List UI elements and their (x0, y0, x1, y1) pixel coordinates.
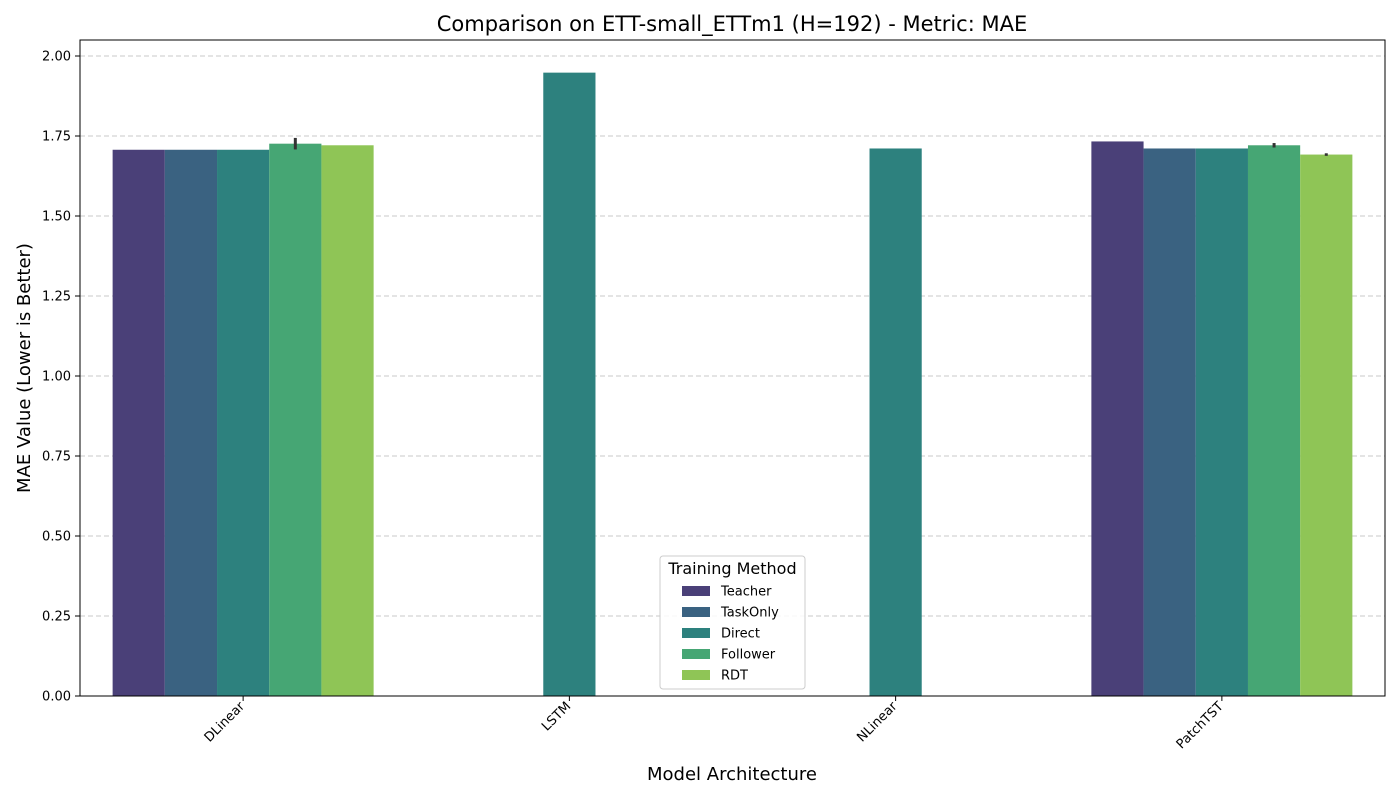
bar-direct-lstm (543, 72, 596, 696)
bar-teacher-dlinear (112, 149, 165, 696)
legend-swatch-direct (682, 628, 710, 638)
chart-title: Comparison on ETT-small_ETTm1 (H=192) - … (437, 12, 1028, 37)
legend-swatch-follower (682, 649, 710, 659)
bar-follower-patchtst (1247, 145, 1301, 696)
legend-swatch-taskonly (682, 607, 710, 617)
bar-direct-nlinear (869, 148, 922, 697)
bar-taskonly-patchtst (1143, 148, 1196, 697)
bar-taskonly-dlinear (164, 149, 218, 696)
bar-rdt-patchtst (1300, 154, 1353, 696)
legend-label-taskonly: TaskOnly (720, 606, 779, 621)
bar-direct-dlinear (217, 149, 270, 696)
plot-frame (79, 39, 1386, 697)
legend-label-direct: Direct (721, 627, 760, 642)
y-axis-label: MAE Value (Lower is Better) (14, 243, 35, 493)
x-axis-label: Model Architecture (647, 764, 817, 785)
y-tick-label: 1.75 (42, 130, 71, 145)
legend-label-rdt: RDT (721, 669, 748, 684)
y-tick-label: 0.00 (42, 690, 71, 705)
y-tick-label: 0.50 (42, 530, 71, 545)
y-tick-label: 1.25 (42, 290, 71, 305)
bar-follower-dlinear (269, 143, 322, 696)
legend: Training Method Teacher TaskOnly Direct Fol… (659, 555, 806, 690)
y-axis: 0.00 0.25 0.50 0.75 1.00 1.25 1.50 1.75 2.00 (42, 50, 80, 705)
y-tick-label: 1.00 (42, 370, 71, 385)
legend-swatch-rdt (682, 670, 710, 680)
bar-rdt-dlinear (321, 145, 374, 696)
y-tick-label: 2.00 (42, 50, 71, 65)
y-tick-label: 0.25 (42, 610, 71, 625)
y-tick-label: 1.50 (42, 210, 71, 225)
bar-direct-patchtst (1195, 148, 1248, 697)
legend-label-teacher: Teacher (720, 585, 772, 600)
bar-teacher-patchtst (1091, 141, 1144, 696)
legend-swatch-teacher (682, 586, 710, 596)
bars-group (112, 72, 1353, 697)
y-tick-label: 0.75 (42, 450, 71, 465)
legend-label-follower: Follower (721, 648, 776, 663)
legend-title: Training Method (667, 559, 796, 578)
